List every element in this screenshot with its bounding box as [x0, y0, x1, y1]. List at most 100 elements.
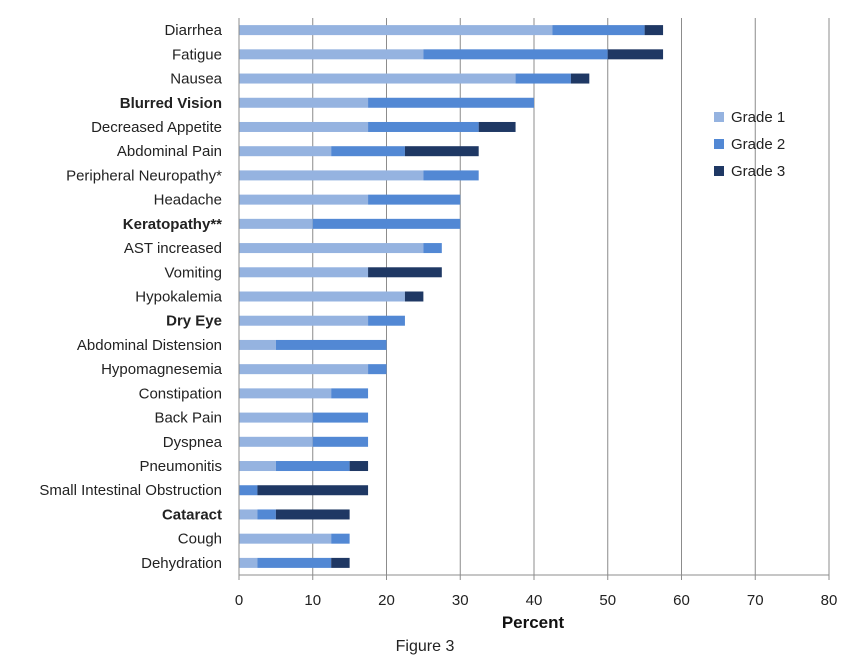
bar-segment	[239, 509, 258, 520]
category-label: AST increased	[124, 240, 222, 257]
category-label: Blurred Vision	[120, 95, 222, 112]
bar-segment	[239, 461, 276, 472]
x-tick-label: 70	[747, 592, 764, 609]
bar-segment	[275, 339, 387, 350]
category-label: Dehydration	[141, 555, 222, 572]
legend-label: Grade 2	[731, 136, 785, 153]
legend-swatch	[714, 112, 724, 122]
bar-segment	[239, 388, 332, 399]
bar-segment	[368, 315, 405, 326]
bar-segment	[312, 218, 461, 229]
bar-segment	[239, 243, 424, 254]
bar-segment	[257, 509, 276, 520]
bar-segment	[239, 436, 313, 447]
bar-segment	[368, 97, 534, 108]
bar-segment	[239, 194, 369, 205]
category-label: Hypomagnesemia	[101, 361, 223, 378]
bar-segment	[570, 73, 590, 84]
bar-segment	[239, 315, 369, 326]
bar-segment	[404, 146, 479, 157]
bar-segment	[404, 291, 424, 302]
bar-segment	[239, 557, 258, 568]
category-label: Fatigue	[172, 46, 222, 63]
bar-segment	[239, 339, 276, 350]
axes	[238, 18, 830, 580]
category-label: Cataract	[162, 506, 222, 523]
bar-segment	[239, 291, 405, 302]
x-tick-label: 0	[235, 592, 243, 609]
bar-segment	[331, 557, 350, 568]
category-label: Vomiting	[164, 264, 222, 281]
bar-segment	[239, 49, 424, 60]
category-label: Decreased Appetite	[91, 119, 222, 136]
x-tick-labels: 0 10 20 30 40 50 60 70 80	[235, 592, 838, 609]
bar-segment	[423, 170, 479, 181]
bar-segment	[331, 533, 350, 544]
x-tick-label: 40	[526, 592, 543, 609]
bar-segment	[331, 146, 405, 157]
bar-segment	[239, 25, 553, 36]
category-label: Pneumonitis	[139, 458, 222, 475]
legend-label: Grade 1	[731, 109, 785, 126]
bar-segment	[239, 267, 369, 278]
bar-segment	[423, 243, 442, 254]
category-label: Diarrhea	[164, 22, 222, 39]
legend-swatch	[714, 166, 724, 176]
category-label: Nausea	[170, 71, 222, 88]
bar-segment	[312, 436, 369, 447]
category-label: Headache	[154, 192, 222, 209]
x-tick-label: 60	[673, 592, 690, 609]
bar-segment	[275, 461, 350, 472]
x-axis-title: Percent	[502, 613, 565, 632]
legend-label: Grade 3	[731, 163, 785, 180]
legend-swatch	[714, 139, 724, 149]
bar-segment	[239, 485, 258, 496]
bar-segment	[257, 485, 369, 496]
bar-segment	[239, 364, 369, 375]
bar-segment	[257, 557, 332, 568]
bar-segment	[552, 25, 645, 36]
bar-segment	[239, 97, 369, 108]
category-labels: Diarrhea Fatigue Nausea Blurred Vision Decre…	[39, 22, 222, 572]
bar-segment	[239, 170, 424, 181]
category-label: Peripheral Neuropathy*	[66, 167, 222, 184]
bar-segment	[239, 73, 516, 84]
bar-segment	[312, 412, 369, 423]
bar-segment	[349, 461, 369, 472]
bar-segment	[275, 509, 350, 520]
bar-segment	[423, 49, 608, 60]
x-tick-label: 10	[304, 592, 321, 609]
x-tick-label: 30	[452, 592, 469, 609]
bar-segment	[368, 364, 387, 375]
category-label: Hypokalemia	[135, 289, 222, 306]
category-label: Constipation	[139, 385, 222, 402]
bar-segment	[239, 533, 332, 544]
bar-segment	[239, 412, 313, 423]
category-label: Abdominal Distension	[77, 337, 222, 354]
category-label: Dry Eye	[166, 313, 222, 330]
category-label: Small Intestinal Obstruction	[39, 482, 222, 499]
x-tick-label: 50	[599, 592, 616, 609]
bar-segment	[239, 146, 332, 157]
category-label: Keratopathy**	[123, 216, 222, 233]
category-label: Abdominal Pain	[117, 143, 222, 160]
gridlines	[312, 18, 830, 575]
x-tick-label: 20	[378, 592, 395, 609]
category-label: Dyspnea	[163, 434, 223, 451]
category-label: Back Pain	[154, 410, 222, 427]
bar-segment	[515, 73, 571, 84]
bar-segment	[331, 388, 369, 399]
bar-segment	[368, 194, 461, 205]
bar-segment	[368, 121, 479, 132]
bars	[239, 25, 664, 568]
legend: Grade 1 Grade 2 Grade 3	[714, 109, 785, 180]
bar-segment	[478, 121, 516, 132]
category-label: Cough	[178, 531, 222, 548]
bar-segment	[607, 49, 664, 60]
bar-segment	[239, 218, 313, 229]
bar-segment	[239, 121, 369, 132]
bar-segment	[644, 25, 664, 36]
figure-caption: Figure 3	[395, 638, 455, 655]
bar-segment	[368, 267, 442, 278]
